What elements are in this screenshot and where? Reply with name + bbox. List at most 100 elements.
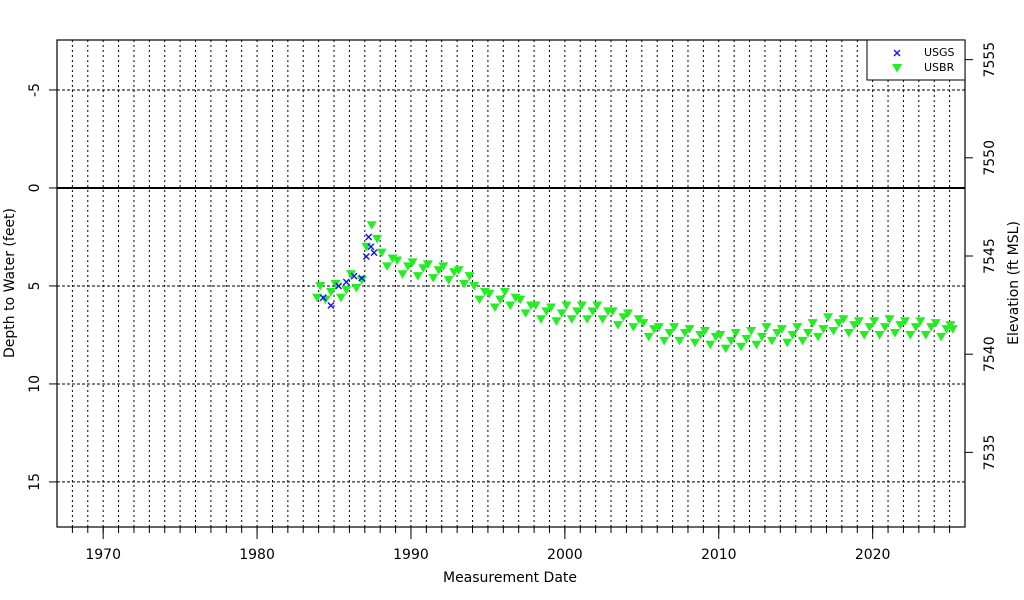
point xyxy=(787,330,798,340)
point xyxy=(335,293,346,303)
point xyxy=(505,301,516,311)
point xyxy=(515,295,526,305)
point xyxy=(541,307,552,316)
point xyxy=(582,315,593,324)
point xyxy=(930,319,941,328)
point xyxy=(350,272,358,280)
point xyxy=(459,279,470,289)
y2-axis-label: Elevation (ft MSL) xyxy=(1006,221,1022,345)
point xyxy=(499,287,510,297)
point xyxy=(751,340,762,350)
point xyxy=(453,266,464,275)
point xyxy=(818,325,829,334)
point xyxy=(653,323,664,332)
point xyxy=(342,278,350,286)
point xyxy=(884,315,895,324)
point xyxy=(356,276,367,285)
point xyxy=(330,279,341,289)
point xyxy=(622,309,633,318)
point xyxy=(366,221,377,230)
point xyxy=(797,336,808,346)
point xyxy=(659,336,670,346)
point xyxy=(772,328,783,338)
point xyxy=(936,332,947,342)
point xyxy=(341,285,352,295)
point xyxy=(689,338,700,348)
point xyxy=(327,302,335,310)
point xyxy=(397,270,408,279)
point xyxy=(895,321,906,330)
point xyxy=(612,321,623,330)
point xyxy=(859,330,870,340)
y-axis-label: Depth to Water (feet) xyxy=(2,208,18,358)
point xyxy=(469,281,480,291)
y-tick-label: -5 xyxy=(27,83,43,97)
point xyxy=(905,330,916,340)
point xyxy=(382,262,393,271)
point xyxy=(592,301,603,311)
point xyxy=(402,262,413,271)
point xyxy=(720,344,731,354)
point xyxy=(807,319,818,328)
point xyxy=(920,330,931,340)
y-tick-label: 0 xyxy=(27,184,43,193)
point xyxy=(376,248,387,258)
point xyxy=(915,317,926,326)
point xyxy=(392,256,403,265)
point xyxy=(319,294,327,302)
point xyxy=(792,323,803,332)
point xyxy=(628,323,639,332)
legend-label: USBR xyxy=(924,61,955,74)
y2-tick-label: 7540 xyxy=(982,336,998,372)
point xyxy=(370,249,378,257)
point xyxy=(495,295,506,305)
point xyxy=(551,317,562,326)
point xyxy=(669,323,680,332)
legend: USGS USBR xyxy=(866,39,966,81)
point xyxy=(828,327,839,336)
x-tick-label: 2020 xyxy=(855,547,891,563)
y2-tick-label: 7550 xyxy=(982,140,998,176)
point xyxy=(874,330,885,340)
point xyxy=(674,336,685,346)
point xyxy=(736,342,747,352)
legend-box xyxy=(866,39,966,81)
point xyxy=(730,328,741,338)
point xyxy=(910,323,921,332)
point xyxy=(776,325,787,334)
point xyxy=(746,327,757,336)
point xyxy=(372,234,383,244)
point xyxy=(365,233,373,241)
point xyxy=(843,328,854,338)
point xyxy=(474,295,485,305)
y-tick-label: 15 xyxy=(27,473,43,491)
point xyxy=(756,332,767,342)
point xyxy=(838,315,849,324)
point xyxy=(618,313,629,322)
point xyxy=(766,336,777,346)
point xyxy=(853,317,864,326)
point xyxy=(576,301,587,311)
point xyxy=(869,317,880,326)
point xyxy=(530,301,541,311)
point xyxy=(484,289,495,299)
point xyxy=(699,327,710,336)
point xyxy=(833,319,844,328)
point xyxy=(643,332,654,342)
point xyxy=(412,272,423,281)
point xyxy=(607,307,618,316)
point xyxy=(566,315,577,324)
point xyxy=(428,274,439,283)
point xyxy=(536,315,547,324)
point xyxy=(315,281,326,291)
point xyxy=(715,330,726,340)
point xyxy=(849,321,860,330)
x-tick-label: 2010 xyxy=(701,547,737,563)
legend-marker xyxy=(893,49,901,57)
y-tick-label: 10 xyxy=(27,375,43,393)
point xyxy=(926,323,937,332)
x-tick-label: 1980 xyxy=(239,547,275,563)
point xyxy=(684,325,695,334)
